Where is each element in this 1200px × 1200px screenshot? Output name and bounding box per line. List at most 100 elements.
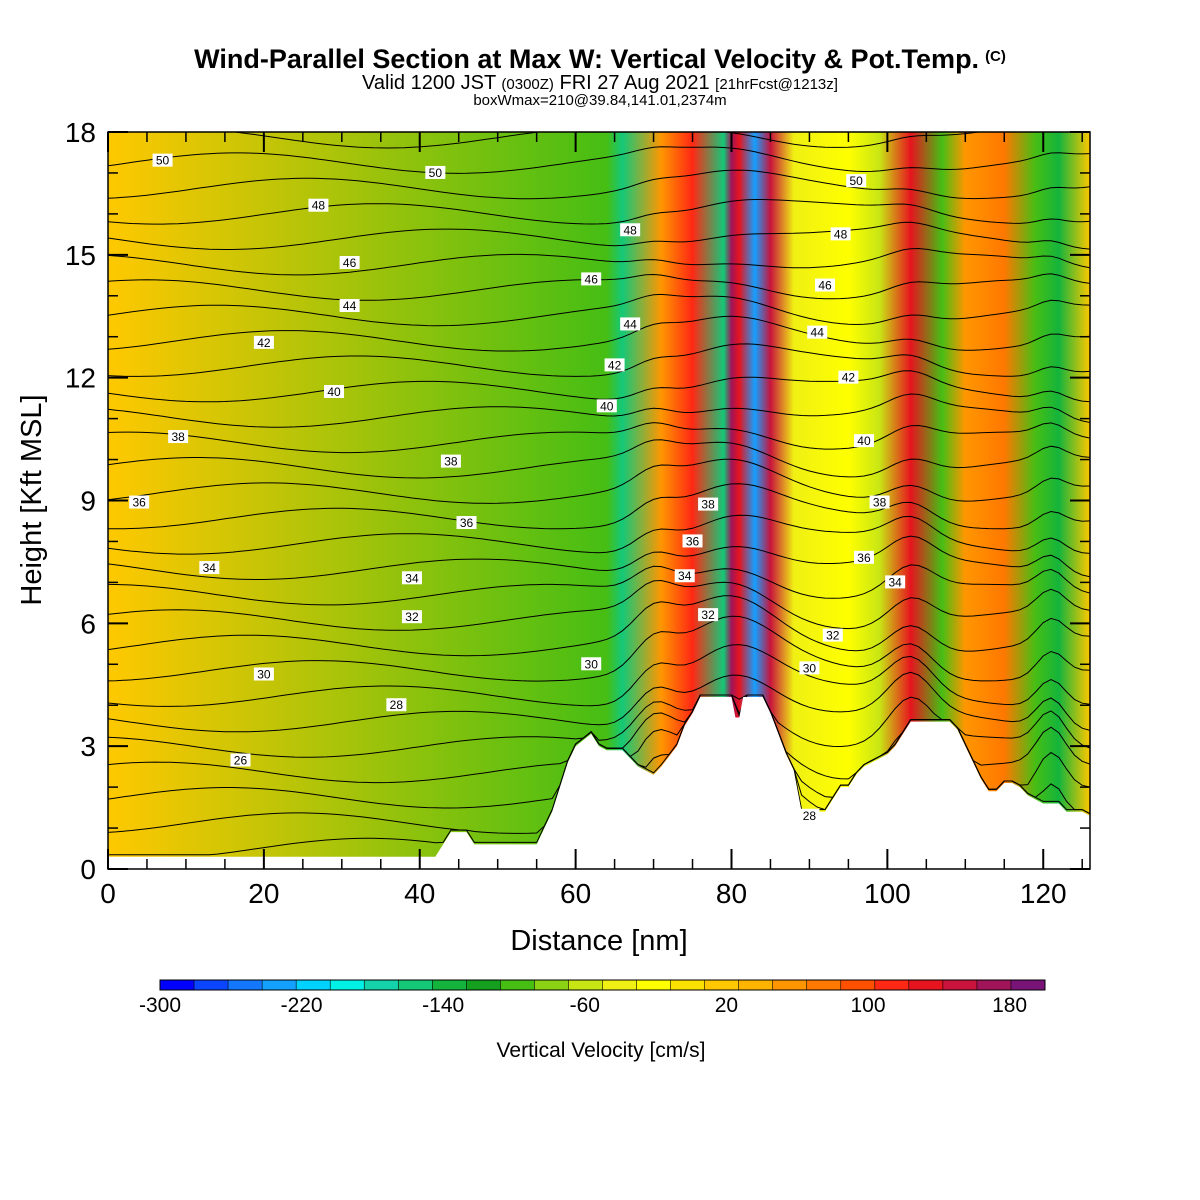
theta-label-3: 46 bbox=[339, 256, 360, 270]
theta-contour-32 bbox=[108, 579, 1090, 631]
theta-label-4: 44 bbox=[339, 299, 360, 313]
theta-label-box bbox=[401, 610, 422, 624]
colorbar-tick-label: 180 bbox=[992, 994, 1027, 1017]
theta-label-38: 28 bbox=[799, 808, 820, 823]
theta-contour-34 bbox=[108, 535, 1090, 580]
theta-label-text: 40 bbox=[600, 399, 614, 413]
theta-contour-37 bbox=[108, 458, 1090, 504]
theta-label-23: 38 bbox=[698, 497, 719, 512]
y-tick-label: 3 bbox=[80, 731, 96, 762]
colorbar-swatch-18 bbox=[772, 980, 808, 990]
colorbar-swatch-4 bbox=[296, 980, 331, 990]
theta-label-text: 46 bbox=[343, 256, 357, 270]
box-max-note: boxWmax=210@39.84,141.01,2374m bbox=[473, 92, 727, 109]
theta-label-text: 34 bbox=[888, 575, 902, 589]
theta-label-33: 38 bbox=[869, 495, 890, 510]
theta-label-24: 36 bbox=[682, 534, 703, 548]
theta-contour-27 bbox=[108, 694, 1090, 758]
chart-title-text: Wind-Parallel Section at Max W: Vertical… bbox=[194, 44, 980, 74]
theta-label-6: 40 bbox=[324, 384, 345, 399]
theta-label-text: 50 bbox=[429, 166, 443, 180]
valid-date-text: FRI 27 Aug 2021 bbox=[559, 72, 710, 94]
theta-label-18: 48 bbox=[620, 223, 641, 237]
theta-contour-46 bbox=[108, 247, 1090, 276]
y-tick-label: 0 bbox=[80, 854, 96, 885]
theta-label-13: 32 bbox=[401, 610, 422, 624]
theta-contour-labels: 50 50 48 46 44 42 40 38 38 36 36 34 34 32 30 28 26 30 48 46… bbox=[129, 153, 906, 823]
theta-contour-38 bbox=[108, 439, 1090, 479]
theta-contour-49 bbox=[108, 169, 1090, 200]
theta-label-box bbox=[869, 495, 890, 509]
theta-contour-29 bbox=[108, 644, 1090, 707]
colorbar-swatch-5 bbox=[330, 980, 365, 990]
theta-label-box bbox=[339, 299, 360, 313]
colorbar-swatch-2 bbox=[228, 980, 263, 990]
theta-label-22: 40 bbox=[596, 399, 617, 413]
colorbar: -300 -220 -140 -60 20 100 180 bbox=[139, 979, 1046, 1017]
colorbar-swatch-16 bbox=[704, 980, 739, 990]
theta-label-text: 28 bbox=[390, 698, 404, 712]
theta-label-text: 36 bbox=[460, 516, 474, 530]
theta-label-12: 34 bbox=[401, 571, 422, 585]
y-tick-label: 9 bbox=[80, 486, 96, 517]
x-tick-label: 0 bbox=[100, 878, 116, 909]
theta-label-28: 48 bbox=[830, 227, 851, 241]
colorbar-swatch-0 bbox=[160, 980, 195, 990]
x-axis-label: Distance [nm] bbox=[510, 925, 687, 957]
theta-label-box bbox=[230, 753, 251, 767]
theta-label-box bbox=[324, 384, 345, 398]
theta-label-text: 34 bbox=[203, 561, 217, 575]
theta-label-box bbox=[199, 561, 220, 575]
theta-label-box bbox=[799, 661, 820, 675]
theta-label-text: 38 bbox=[701, 498, 715, 512]
colorbar-swatch-21 bbox=[874, 980, 910, 990]
theta-label-box bbox=[253, 335, 274, 349]
theta-label-text: 48 bbox=[312, 199, 326, 213]
theta-label-32: 40 bbox=[853, 434, 874, 448]
theta-label-text: 34 bbox=[678, 569, 692, 583]
valid-zulu-text: (0300Z) bbox=[501, 76, 554, 93]
colorbar-tick-label: 100 bbox=[850, 994, 885, 1017]
theta-label-box bbox=[830, 227, 851, 241]
theta-contour-33 bbox=[108, 564, 1090, 606]
theta-contour-42 bbox=[108, 343, 1090, 377]
colorbar-tick-label: 20 bbox=[715, 994, 738, 1017]
theta-contour-35 bbox=[108, 514, 1090, 555]
colorbar-swatch-14 bbox=[636, 980, 671, 990]
colorbar-swatch-13 bbox=[602, 980, 637, 990]
colorbar-swatch-9 bbox=[466, 980, 501, 990]
theta-label-box bbox=[846, 174, 867, 188]
theta-contour-41 bbox=[108, 370, 1090, 403]
theta-label-text: 38 bbox=[873, 496, 887, 510]
theta-contours bbox=[108, 132, 1090, 856]
colorbar-swatch-19 bbox=[806, 980, 842, 990]
theta-label-text: 30 bbox=[585, 657, 599, 671]
colorbar-swatch-15 bbox=[670, 980, 705, 990]
colorbar-swatch-17 bbox=[738, 980, 773, 990]
theta-contour-48 bbox=[108, 199, 1090, 225]
theta-label-text: 44 bbox=[343, 299, 357, 313]
theta-label-box bbox=[799, 808, 820, 822]
theta-label-box bbox=[682, 534, 703, 548]
theta-label-box bbox=[308, 198, 329, 212]
theta-label-21: 42 bbox=[604, 358, 625, 372]
theta-contour-50 bbox=[108, 146, 1090, 174]
theta-label-27: 50 bbox=[846, 174, 867, 188]
theta-label-box bbox=[596, 399, 617, 413]
theta-label-text: 42 bbox=[842, 371, 856, 385]
theta-contour-40 bbox=[108, 393, 1090, 428]
y-tick-label: 6 bbox=[80, 608, 96, 639]
theta-label-35: 34 bbox=[885, 575, 906, 589]
theta-label-text: 36 bbox=[132, 496, 146, 510]
theta-label-box bbox=[168, 430, 189, 444]
theta-label-text: 46 bbox=[585, 272, 599, 286]
theta-contour-44 bbox=[108, 293, 1090, 327]
theta-label-box bbox=[698, 497, 719, 511]
theta-label-36: 32 bbox=[822, 628, 843, 643]
theta-label-26: 32 bbox=[698, 608, 719, 622]
theta-label-0: 50 bbox=[152, 153, 173, 168]
theta-label-34: 36 bbox=[853, 550, 874, 565]
theta-label-text: 40 bbox=[327, 385, 341, 399]
theta-label-text: 26 bbox=[234, 753, 248, 767]
